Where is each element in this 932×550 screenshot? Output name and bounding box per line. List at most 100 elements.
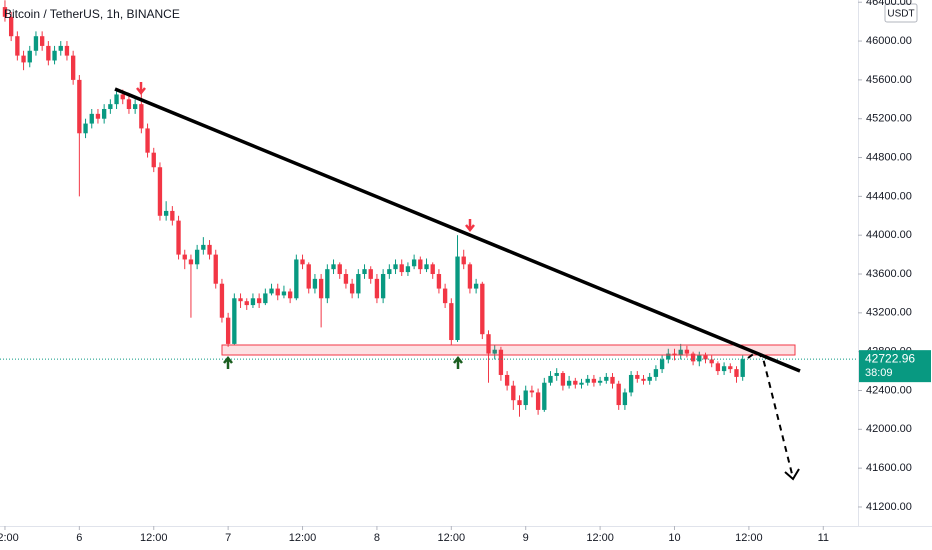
candle-body [523,390,528,406]
candle-body [504,374,510,386]
candle-body [492,349,497,354]
candle-body [21,55,26,63]
candle-body [647,376,652,381]
candle-body [27,50,32,63]
candle-body [39,36,45,46]
candle-body [275,288,280,296]
candle-body [306,264,311,289]
candle-body [70,55,76,80]
candle-body [170,210,175,221]
candle-body [380,274,386,299]
candle-body [337,264,342,275]
candle-body [653,369,659,377]
candle-body [449,303,454,341]
candle-body [244,301,249,306]
x-tick-label: 6 [76,532,82,544]
candle-body [697,355,702,362]
candle-body [213,254,218,284]
candle-body [622,392,628,406]
candle-body [343,274,349,284]
candle-body [349,283,355,294]
candle-body [312,278,318,289]
candle-body [108,104,113,110]
candle-body [591,378,597,383]
candle-body [145,128,150,153]
x-tick-label: 10 [668,532,680,544]
y-tick-label: 43200.00 [866,307,912,319]
candle-body [473,283,479,289]
candle-body [721,366,727,372]
candle-body [442,288,448,304]
candle-body [263,293,268,304]
x-tick-label: 7 [225,532,231,544]
projection-arrow [784,468,800,481]
candle-body [461,256,466,265]
candle-body [628,374,634,393]
candle-body [548,375,553,383]
y-tick-label: 41200.00 [866,501,912,513]
candle-body [659,359,665,370]
candle-body [728,366,733,370]
candle-body [182,254,187,260]
candle-body [120,94,125,100]
projection-path [747,350,794,479]
candle-body [33,36,39,51]
candle-body [715,363,721,372]
candle-body [480,283,485,335]
candle-body [250,298,256,306]
down-arrow [136,82,146,96]
candle-body [287,291,293,299]
candle-body [585,378,590,383]
candle-body [455,256,460,341]
trend-line [114,87,801,373]
x-tick-label: 11 [818,532,829,544]
candle-body [703,355,708,360]
candle-body [46,45,51,61]
candle-body [238,298,243,302]
candle-body [535,392,541,410]
candle-body [77,79,82,134]
candle-body [126,99,132,110]
candle-body [430,264,435,275]
candle-body [405,266,411,273]
candle-body [194,249,200,265]
y-tick-label: 44400.00 [866,190,912,202]
support-zone [221,344,796,356]
candle-body [678,349,683,356]
candle-body [399,264,404,273]
y-tick-label: 46400.00 [866,0,912,8]
candle-body [387,269,392,275]
x-tick-label: 12:00 [0,532,19,544]
candle-body [269,288,274,294]
candle-body [597,380,603,383]
candle-body [616,383,621,406]
candle-body [83,123,88,134]
candle-body [114,94,119,105]
candle-body [331,264,336,270]
candle-body [219,283,225,318]
candle-body [95,113,101,119]
up-arrow [223,355,233,369]
candle-body [418,259,423,270]
candle-body [163,210,169,216]
candle-body [256,298,262,304]
last-price-label: 42722.96 [865,351,915,365]
candle-body [690,353,696,362]
candle-body [635,374,640,379]
candle-body [554,373,559,376]
drawings [114,82,801,481]
x-tick-label: 12:00 [438,532,466,544]
candle-body [225,317,231,344]
candle-body [684,349,690,354]
y-tick-label: 46000.00 [866,35,912,47]
y-tick-label: 43600.00 [866,268,912,280]
candle-body [566,380,572,386]
y-tick-label: 45600.00 [866,74,912,86]
candle-body [318,278,324,299]
candle-body [604,376,609,381]
down-arrow [465,219,475,233]
candle-body [101,109,107,119]
candle-body [207,244,212,255]
candle-body [424,264,429,270]
